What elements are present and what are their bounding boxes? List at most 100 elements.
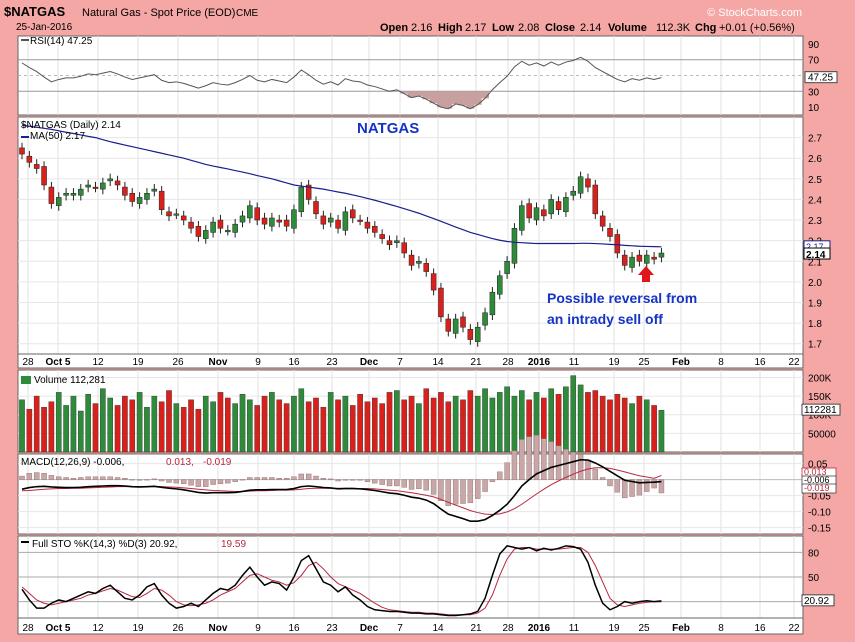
macd-histogram-bar: [158, 479, 165, 482]
candle-body: [136, 197, 143, 204]
sto-tick-label: 80: [808, 548, 820, 559]
volume-bar: [305, 401, 312, 453]
volume-bar: [327, 392, 334, 453]
candle-body: [26, 155, 33, 163]
volume-bar: [48, 401, 55, 453]
volume-bar: [394, 390, 400, 453]
macd-last-value: 0.013: [804, 467, 827, 477]
copyright: © StockCharts.com: [707, 7, 802, 19]
volume-bar: [408, 395, 415, 453]
chart-title-annotation: NATGAS: [357, 120, 419, 137]
macd-histogram-bar: [533, 435, 540, 480]
macd-histogram-bar: [445, 479, 451, 506]
volume-bar: [342, 395, 349, 453]
volume-bar: [592, 390, 599, 453]
x-axis-band: [17, 353, 804, 369]
candle-body: [56, 197, 62, 206]
x-tick-label: 23: [326, 357, 338, 368]
volume-tick-label: 50000: [808, 429, 836, 440]
volume-bar: [621, 397, 628, 453]
candle-body: [467, 329, 474, 340]
macd-histogram-bar: [283, 477, 290, 480]
macd-histogram-bar: [19, 475, 25, 480]
candle-body: [548, 199, 554, 215]
macd-histogram-bar: [188, 479, 194, 486]
macd-histogram-bar: [217, 479, 224, 485]
candle-body: [33, 164, 40, 169]
x-tick-label: 2016: [528, 623, 551, 634]
candle-body: [158, 190, 165, 210]
macd-histogram-bar: [438, 479, 444, 501]
x-tick-label: Dec: [360, 357, 379, 368]
macd-histogram-bar: [239, 479, 246, 481]
macd-histogram-bar: [644, 479, 650, 492]
macd-histogram-bar: [92, 476, 99, 480]
volume-bar: [122, 395, 128, 453]
rsi-legend: RSI(14) 47.25: [21, 36, 93, 47]
macd-histogram-bar: [386, 479, 393, 487]
price-legend: $NATGAS (Daily) 2.14 MA(50) 2.17: [21, 120, 121, 142]
volume-bar: [430, 397, 437, 453]
candle-body: [276, 219, 282, 223]
x-tick-label: 14: [432, 623, 444, 634]
candle-body: [247, 205, 253, 219]
x-tick-label: 11: [569, 623, 580, 634]
candle-body: [350, 209, 356, 219]
volume-bar: [291, 395, 297, 453]
volume-legend-text: Volume 112,281: [34, 375, 106, 386]
candle-body: [629, 256, 635, 268]
candle-body: [92, 186, 99, 189]
price-tick-label: 1.7: [808, 340, 822, 351]
sto-last-value-box: [801, 594, 835, 607]
sto-legend-k: Full STO %K(14,3) %D(3) 20.92,: [32, 539, 177, 550]
price-tick-label: 2.3: [808, 216, 822, 227]
candle-body: [651, 256, 657, 260]
macd-histogram-bar: [452, 479, 459, 505]
macd-histogram-bar: [313, 475, 319, 480]
volume-bar: [63, 405, 69, 453]
chg-value: +0.01 (+0.56%): [719, 22, 795, 34]
macd-tick-label: -0.10: [808, 508, 831, 519]
x-tick-label: 16: [754, 623, 766, 634]
x-tick-label: Oct 5: [45, 357, 70, 368]
x-tick-label: 19: [132, 357, 144, 368]
candle-body: [327, 217, 334, 223]
macd-histogram-bar: [592, 468, 598, 480]
x-axis-band: [17, 617, 804, 635]
sto-legend-swatch: [21, 541, 29, 543]
x-tick-label: 21: [470, 623, 482, 634]
macd-histogram-bar: [482, 479, 488, 492]
close-label: Close: [545, 22, 575, 34]
high-value: 2.17: [465, 22, 486, 34]
candle-body: [203, 230, 209, 239]
macd-histogram-bar: [629, 479, 635, 497]
volume-bar: [254, 405, 261, 453]
macd-histogram-bar: [577, 454, 584, 480]
rsi-legend-text: RSI(14) 47.25: [30, 36, 93, 47]
sto-legend-d: 19.59: [221, 539, 246, 550]
candle-body: [585, 178, 591, 188]
candle-body: [78, 188, 84, 196]
sto-k-line: [21, 545, 662, 617]
candle-body: [129, 193, 135, 202]
open-label: Open: [380, 22, 408, 34]
volume-bar: [386, 392, 393, 453]
volume-bar: [349, 405, 356, 453]
candle-body: [379, 234, 385, 239]
ma-legend-swatch: [21, 136, 29, 138]
macd-histogram-bar: [636, 479, 643, 496]
volume-bar: [335, 399, 341, 453]
volume-bar: [180, 407, 187, 453]
rsi-tick-label: 70: [808, 56, 820, 67]
macd-histogram-bar: [350, 479, 356, 481]
x-tick-label: 12: [92, 357, 104, 368]
candle-body: [70, 193, 77, 196]
candle-body: [269, 217, 275, 227]
volume-bar: [261, 395, 268, 453]
macd-histogram-bar: [136, 479, 143, 481]
volume-bar: [166, 390, 172, 453]
x-tick-label: 16: [288, 623, 300, 634]
volume-bar: [452, 395, 459, 453]
volume-bar: [41, 407, 47, 453]
x-tick-label: Dec: [360, 623, 379, 634]
